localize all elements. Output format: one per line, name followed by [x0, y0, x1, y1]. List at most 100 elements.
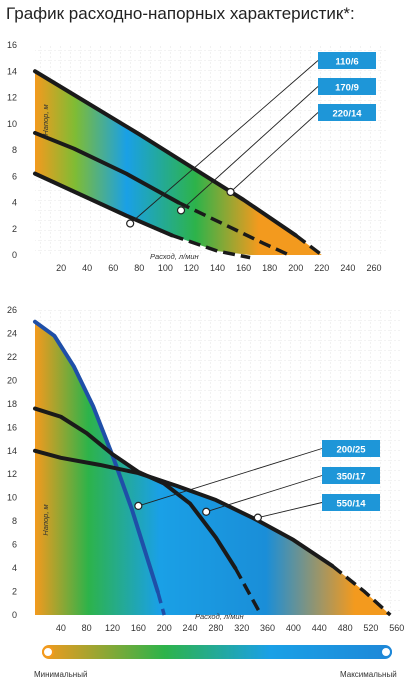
y-tick-label: 26 [7, 305, 17, 315]
y-tick-label: 10 [7, 493, 17, 503]
curve-170-9-dashed [177, 200, 290, 257]
y-tick-label: 12 [7, 469, 17, 479]
x-tick-label: 440 [312, 623, 327, 633]
y-tick-label: 8 [12, 145, 17, 155]
min-marker-icon [42, 646, 54, 658]
area-fill-top [35, 71, 322, 255]
chart-panel-top: 20 40 60 80 100 120 140 160 180 200 220 240 260 0 2 4 6 8… [7, 40, 387, 273]
x-tick-label: 180 [262, 263, 277, 273]
curve-550-14-dashed [331, 564, 392, 617]
y-tick-label: 16 [7, 422, 17, 432]
pointer-dot [202, 507, 211, 516]
curve-200-25-dashed [156, 591, 166, 616]
chart-panel-bottom: 40 80 120 160 200 240 280 320 360 400 440 480 520 560… [7, 305, 404, 633]
y-tick-label: 22 [7, 352, 17, 362]
x-tick-label: 100 [158, 263, 173, 273]
chart-title: График расходно-напорных характеристик*: [6, 4, 355, 23]
series-label-box [318, 78, 376, 95]
x-tick-label: 40 [82, 263, 92, 273]
pointer-dot [226, 187, 235, 197]
x-tick-label: 320 [234, 623, 249, 633]
area-fill-bottom [35, 321, 391, 615]
curve-350-17-dashed [233, 567, 263, 616]
curve-110-6 [33, 171, 174, 238]
y-tick-label: 14 [7, 446, 17, 456]
x-tick-label: 120 [184, 263, 199, 273]
series-label-box [322, 440, 380, 457]
curve-200-25 [33, 319, 160, 594]
series-label: 220/14 [332, 109, 362, 120]
y-tick-label: 20 [7, 375, 17, 385]
y-tick-label: 0 [12, 250, 17, 260]
series-label-box [318, 104, 376, 121]
y-tick-label: 6 [12, 171, 17, 181]
x-tick-label: 560 [389, 623, 404, 633]
series-label-box [318, 52, 376, 69]
x-tick-label: 60 [108, 263, 118, 273]
y-tick-label: 2 [12, 587, 17, 597]
y-axis-label: Напор, м [41, 104, 50, 135]
series-label: 110/6 [335, 57, 358, 68]
pointer-dot [253, 513, 262, 522]
x-tick-label: 240 [183, 623, 198, 633]
y-tick-label: 6 [12, 540, 17, 550]
curve-220-14-dashed [294, 233, 323, 257]
pointer-line [138, 448, 323, 507]
x-tick-label: 160 [131, 623, 146, 633]
pointer-line [206, 475, 323, 513]
series-label-box [322, 467, 380, 484]
x-tick-label: 280 [208, 623, 223, 633]
x-tick-label: 200 [157, 623, 172, 633]
series-label-box [322, 494, 380, 511]
x-tick-label: 240 [340, 263, 355, 273]
gradient-bar [42, 645, 392, 659]
y-tick-label: 4 [12, 198, 17, 208]
pointer-dot [134, 501, 143, 511]
x-axis-label: Расход, л/мин [195, 612, 244, 621]
pointer-dot [126, 219, 135, 228]
pointer-line [129, 60, 319, 224]
pointer-line [180, 86, 319, 211]
x-tick-label: 200 [288, 263, 303, 273]
x-tick-label: 260 [366, 263, 381, 273]
x-tick-label: 360 [260, 623, 275, 633]
x-tick-label: 120 [105, 623, 120, 633]
legend-bar: Минимальный Максимальный [34, 645, 397, 679]
y-tick-label: 4 [12, 563, 17, 573]
x-tick-label: 80 [134, 263, 144, 273]
series-label: 170/9 [335, 83, 359, 94]
series-label: 350/17 [336, 472, 365, 483]
pointer-line [257, 502, 323, 519]
pointer-line [230, 112, 319, 193]
x-tick-label: 520 [363, 623, 378, 633]
y-tick-label: 8 [12, 516, 17, 526]
curve-550-14 [33, 448, 335, 568]
y-axis-label: Напор, м [41, 504, 50, 535]
y-tick-label: 18 [7, 399, 17, 409]
legend-max-label: Максимальный [340, 670, 397, 679]
y-tick-label: 0 [12, 610, 17, 620]
x-tick-label: 20 [56, 263, 66, 273]
series-label: 200/25 [336, 445, 366, 456]
x-tick-label: 140 [210, 263, 225, 273]
x-tick-label: 400 [286, 623, 301, 633]
pointer-dot [176, 206, 186, 215]
curve-220-14 [33, 69, 298, 238]
x-tick-label: 40 [56, 623, 66, 633]
x-tick-label: 80 [82, 623, 92, 633]
y-tick-label: 16 [7, 40, 17, 50]
y-tick-label: 2 [12, 224, 17, 234]
curve-170-9 [33, 130, 181, 205]
x-tick-label: 160 [236, 263, 251, 273]
x-axis-label: Расход, л/мин [150, 252, 199, 261]
y-tick-label: 14 [7, 66, 17, 76]
x-tick-label: 480 [338, 623, 353, 633]
y-tick-label: 24 [7, 328, 17, 338]
legend-min-label: Минимальный [34, 670, 87, 679]
series-label: 550/14 [336, 499, 366, 510]
x-tick-label: 220 [314, 263, 329, 273]
max-marker-icon [380, 646, 392, 658]
y-tick-label: 10 [7, 119, 17, 129]
y-tick-label: 12 [7, 93, 17, 103]
